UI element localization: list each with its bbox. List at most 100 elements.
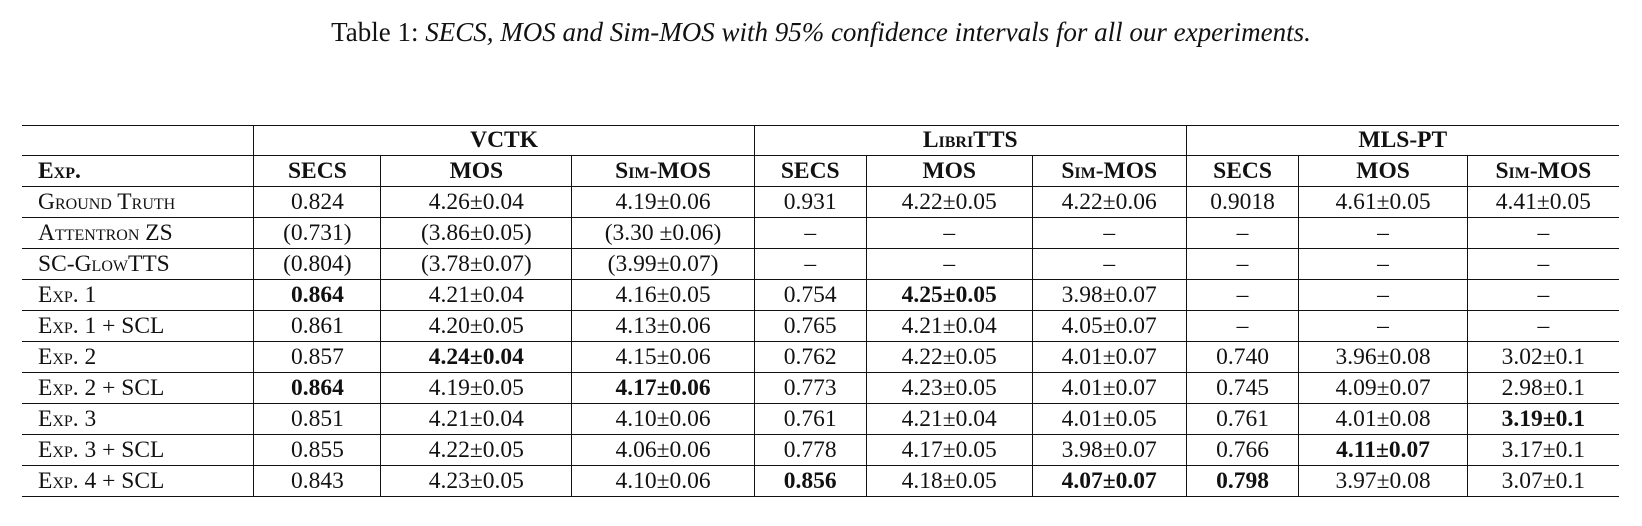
- table-cell: 0.864: [253, 372, 381, 404]
- table-cell: –: [1031, 217, 1187, 249]
- table-cell: 4.21±0.04: [380, 279, 572, 311]
- row-label: Exp. 4 + SCL: [22, 465, 254, 497]
- table-cell: 0.843: [253, 465, 381, 497]
- table-cell: 4.22±0.05: [865, 341, 1033, 373]
- table-cell: 4.18±0.05: [865, 465, 1033, 497]
- column-header-sim-mos: Sim-MOS: [1031, 155, 1187, 187]
- table-cell: 4.16±0.05: [571, 279, 755, 311]
- column-header-secs: SECS: [1185, 155, 1299, 187]
- table-cell: 0.761: [1185, 403, 1299, 435]
- table-cell: 0.857: [253, 341, 381, 373]
- row-label: Ground Truth: [22, 186, 254, 218]
- table-cell: 3.07±0.1: [1466, 465, 1619, 497]
- table-cell: 0.754: [753, 279, 867, 311]
- group-header-blank: [22, 125, 254, 156]
- row-label: Exp. 3 + SCL: [22, 434, 254, 466]
- table-cell: –: [1298, 248, 1468, 280]
- column-header-sim-mos: Sim-MOS: [571, 155, 755, 187]
- table-cell: 0.765: [753, 310, 867, 342]
- table-caption: Table 1: SECS, MOS and Sim-MOS with 95% …: [0, 14, 1642, 50]
- table-cell: 4.05±0.07: [1031, 310, 1187, 342]
- table-cell: 0.824: [253, 186, 381, 218]
- table-row: Exp. 3 0.851 4.21±0.04 4.10±0.06 0.761 4.21±0…: [22, 403, 1619, 435]
- table-row: Exp. 4 + SCL 0.843 4.23±0.05 4.10±0.06 0.856…: [22, 465, 1619, 497]
- group-header-libritts: LibriTTS: [753, 125, 1187, 156]
- table-cell: 0.778: [753, 434, 867, 466]
- table-cell: 4.15±0.06: [571, 341, 755, 373]
- table-cell: 4.10±0.06: [571, 465, 755, 497]
- table-cell: 0.864: [253, 279, 381, 311]
- table-cell: –: [1185, 217, 1299, 249]
- table-cell: 2.98±0.1: [1466, 372, 1619, 404]
- table-cell: –: [1466, 279, 1619, 311]
- table-cell: –: [753, 217, 867, 249]
- table-row: SC-GlowTTS (0.804) (3.78±0.07) (3.99±0.07) –…: [22, 248, 1619, 280]
- table-cell: 4.23±0.05: [380, 465, 572, 497]
- table-cell: 4.41±0.05: [1466, 186, 1619, 218]
- table-cell: (3.78±0.07): [380, 248, 572, 280]
- table-cell: 0.762: [753, 341, 867, 373]
- table-row: Exp. 2 0.857 4.24±0.04 4.15±0.06 0.762 4.22±0…: [22, 341, 1619, 373]
- table-cell: (3.30 ±0.06): [571, 217, 755, 249]
- table-cell: 4.23±0.05: [865, 372, 1033, 404]
- results-table: VCTK LibriTTS MLS-PT Exp. SECS MOS Sim-M…: [22, 125, 1619, 497]
- table-cell: 0.773: [753, 372, 867, 404]
- table-cell: 4.25±0.05: [865, 279, 1033, 311]
- table-cell: 3.19±0.1: [1466, 403, 1619, 435]
- table-cell: 3.98±0.07: [1031, 279, 1187, 311]
- table-cell: 3.17±0.1: [1466, 434, 1619, 466]
- table-cell: 0.761: [753, 403, 867, 435]
- table-cell: 4.19±0.05: [380, 372, 572, 404]
- table-cell: (0.804): [253, 248, 381, 280]
- table-cell: 0.798: [1185, 465, 1299, 497]
- table-cell: 4.20±0.05: [380, 310, 572, 342]
- table-cell: 4.17±0.05: [865, 434, 1033, 466]
- table-cell: 0.861: [253, 310, 381, 342]
- row-label: Exp. 1 + SCL: [22, 310, 254, 342]
- table-cell: 4.19±0.06: [571, 186, 755, 218]
- table-cell: 4.10±0.06: [571, 403, 755, 435]
- table-row: Attentron ZS (0.731) (3.86±0.05) (3.30 ±0.0…: [22, 217, 1619, 249]
- table-cell: –: [753, 248, 867, 280]
- table-body: Ground Truth 0.824 4.26±0.04 4.19±0.06 0.931…: [22, 186, 1619, 497]
- group-header-row: VCTK LibriTTS MLS-PT: [22, 125, 1619, 156]
- table-cell: 4.17±0.06: [571, 372, 755, 404]
- table-cell: –: [1185, 279, 1299, 311]
- table-cell: 0.851: [253, 403, 381, 435]
- table-cell: 4.07±0.07: [1031, 465, 1187, 497]
- table-cell: 4.22±0.06: [1031, 186, 1187, 218]
- table-cell: 4.01±0.07: [1031, 341, 1187, 373]
- table-cell: 4.61±0.05: [1298, 186, 1468, 218]
- row-label: Exp. 3: [22, 403, 254, 435]
- table-cell: 0.931: [753, 186, 867, 218]
- table-cell: –: [865, 248, 1033, 280]
- caption-text: SECS, MOS and Sim-MOS with 95% confidenc…: [425, 17, 1311, 47]
- row-label: Attentron ZS: [22, 217, 254, 249]
- column-header-mos: MOS: [380, 155, 572, 187]
- row-label: Exp. 2: [22, 341, 254, 373]
- table-cell: 3.96±0.08: [1298, 341, 1468, 373]
- table-row: Exp. 1 + SCL 0.861 4.20±0.05 4.13±0.06 0.765…: [22, 310, 1619, 342]
- table-cell: 0.9018: [1185, 186, 1299, 218]
- row-label: SC-GlowTTS: [22, 248, 254, 280]
- row-label: Exp. 1: [22, 279, 254, 311]
- table-cell: 4.01±0.07: [1031, 372, 1187, 404]
- column-header-secs: SECS: [253, 155, 381, 187]
- table-cell: 3.97±0.08: [1298, 465, 1468, 497]
- table-cell: 4.22±0.05: [865, 186, 1033, 218]
- table-cell: 4.24±0.04: [380, 341, 572, 373]
- table-cell: 4.26±0.04: [380, 186, 572, 218]
- table-cell: 0.740: [1185, 341, 1299, 373]
- table-cell: –: [1185, 310, 1299, 342]
- table-cell: 4.13±0.06: [571, 310, 755, 342]
- caption-label: Table 1:: [331, 17, 419, 47]
- table-cell: (3.99±0.07): [571, 248, 755, 280]
- table-cell: 4.06±0.06: [571, 434, 755, 466]
- table-cell: 4.01±0.05: [1031, 403, 1187, 435]
- table-cell: 3.02±0.1: [1466, 341, 1619, 373]
- table-cell: –: [1298, 217, 1468, 249]
- table-row: Exp. 1 0.864 4.21±0.04 4.16±0.05 0.754 4.25±0…: [22, 279, 1619, 311]
- table-cell: –: [1466, 217, 1619, 249]
- table-cell: 4.21±0.04: [865, 310, 1033, 342]
- table-row: Exp. 2 + SCL 0.864 4.19±0.05 4.17±0.06 0.773…: [22, 372, 1619, 404]
